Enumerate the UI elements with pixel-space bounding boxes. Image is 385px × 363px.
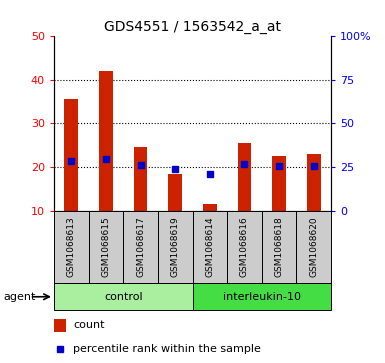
Bar [296, 211, 331, 283]
Text: count: count [73, 320, 105, 330]
Bar [272, 156, 286, 211]
Text: GSM1068613: GSM1068613 [67, 216, 76, 277]
Text: GSM1068616: GSM1068616 [240, 216, 249, 277]
Bar [123, 211, 158, 283]
Bar [238, 143, 251, 211]
Bar [134, 147, 147, 211]
Text: GSM1068615: GSM1068615 [101, 216, 110, 277]
Bar [99, 71, 113, 211]
Text: GSM1068620: GSM1068620 [309, 216, 318, 277]
Text: GSM1068619: GSM1068619 [171, 216, 180, 277]
Text: agent: agent [4, 292, 36, 302]
Text: GSM1068617: GSM1068617 [136, 216, 145, 277]
Bar [54, 283, 192, 310]
Bar [54, 319, 66, 332]
Bar [64, 99, 78, 211]
Bar [192, 283, 331, 310]
Text: control: control [104, 292, 142, 302]
Bar [227, 211, 262, 283]
Bar [89, 211, 123, 283]
Text: interleukin-10: interleukin-10 [223, 292, 301, 302]
Bar [307, 154, 321, 211]
Bar [192, 211, 227, 283]
Text: percentile rank within the sample: percentile rank within the sample [73, 344, 261, 354]
Bar [168, 174, 182, 211]
Bar [158, 211, 192, 283]
Text: GSM1068618: GSM1068618 [275, 216, 284, 277]
Bar [54, 211, 89, 283]
Bar [203, 204, 217, 211]
Bar [262, 211, 296, 283]
Title: GDS4551 / 1563542_a_at: GDS4551 / 1563542_a_at [104, 20, 281, 34]
Text: GSM1068614: GSM1068614 [205, 216, 214, 277]
